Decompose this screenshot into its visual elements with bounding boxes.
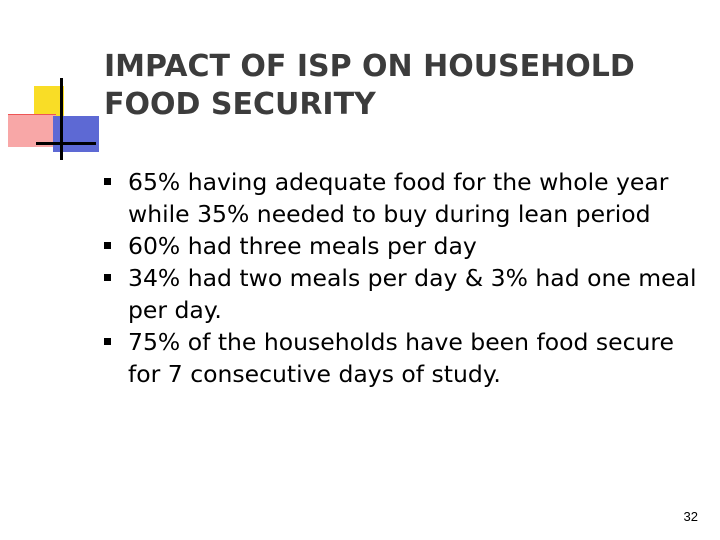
square-bullet-icon: [104, 178, 111, 185]
square-bullet-icon: [104, 274, 111, 281]
horizontal-line-shape: [36, 142, 96, 145]
bullet-list: 65% having adequate food for the whole y…: [104, 166, 704, 390]
bullet-text: 65% having adequate food for the whole y…: [128, 168, 669, 228]
slide-title-line-1: IMPACT OF ISP ON HOUSEHOLD: [104, 49, 635, 84]
bullet-text: 75% of the households have been food sec…: [128, 328, 675, 388]
square-bullet-icon: [104, 338, 111, 345]
red-square-shape: [8, 114, 56, 147]
bullet-text: 34% had two meals per day & 3% had one m…: [128, 264, 697, 324]
bullet-text: 60% had three meals per day: [128, 232, 477, 260]
yellow-square-shape: [34, 86, 64, 118]
decorative-logo-icon: [0, 0, 110, 170]
bullet-item: 65% having adequate food for the whole y…: [104, 166, 704, 230]
square-bullet-icon: [104, 242, 111, 249]
slide-title: IMPACT OF ISP ON HOUSEHOLD FOOD SECURITY: [104, 48, 704, 124]
bullet-item: 34% had two meals per day & 3% had one m…: [104, 262, 704, 326]
vertical-line-shape: [60, 78, 63, 160]
slide-title-line-2: FOOD SECURITY: [104, 87, 376, 122]
page-number: 32: [683, 509, 698, 524]
bullet-item: 75% of the households have been food sec…: [104, 326, 704, 390]
bullet-item: 60% had three meals per day: [104, 230, 704, 262]
